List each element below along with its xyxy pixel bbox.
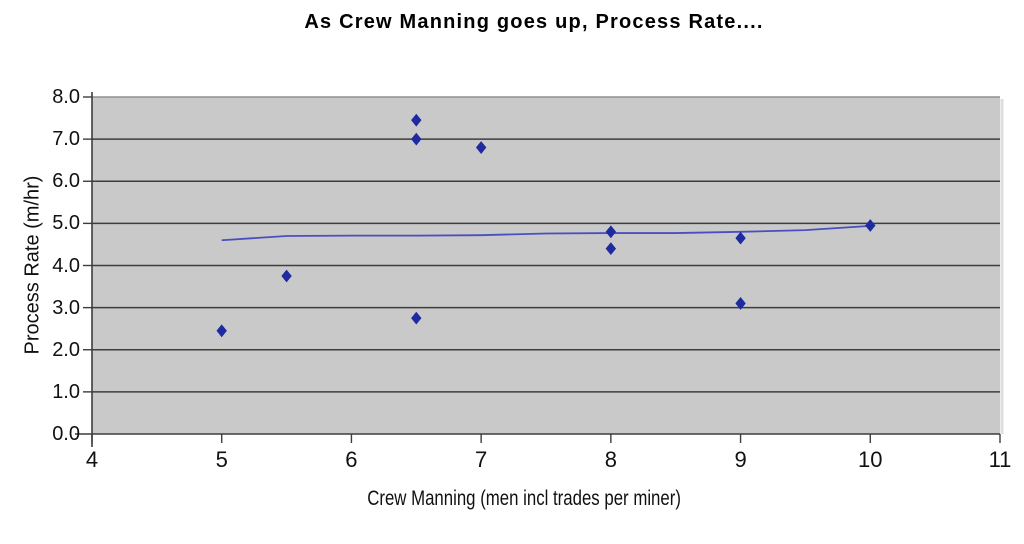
y-tick-label: 6.0 <box>52 170 80 193</box>
x-tick-label: 11 <box>988 447 1012 472</box>
y-tick-label: 2.0 <box>52 338 80 361</box>
y-tick-label: 8.0 <box>52 86 80 108</box>
data-point-diamond-icon <box>475 141 487 154</box>
data-point-diamond-icon <box>411 311 422 325</box>
y-tick-label: 1.0 <box>52 380 80 403</box>
x-tick-label: 6 <box>345 447 358 472</box>
y-tick-label: 4.0 <box>52 254 80 277</box>
y-tick-label: 7.0 <box>52 128 80 151</box>
data-point-diamond-icon <box>605 225 617 239</box>
x-tick-label: 4 <box>85 447 99 472</box>
data-point-diamond-icon <box>411 132 422 146</box>
y-tick-label: 3.0 <box>52 296 80 319</box>
x-axis-title: Crew Manning (men incl trades per miner) <box>70 487 978 511</box>
data-point-diamond-icon <box>411 113 422 127</box>
x-tick-label: 7 <box>475 447 488 472</box>
data-point-diamond-icon <box>216 324 227 338</box>
x-tick-label: 8 <box>604 447 617 472</box>
data-point-diamond-icon <box>281 269 292 283</box>
data-point-diamond-icon <box>605 242 617 256</box>
x-tick-label: 5 <box>215 447 228 472</box>
y-tick-label: 5.0 <box>52 212 80 235</box>
data-point-diamond-icon <box>865 219 876 232</box>
data-point-diamond-icon <box>735 231 746 245</box>
y-tick-label: 0.0 <box>52 423 80 445</box>
x-tick-label: 10 <box>858 447 883 472</box>
x-tick-label: 9 <box>734 447 747 472</box>
x-axis-title-text: Crew Manning (men incl trades per miner) <box>367 487 681 510</box>
chart-title: As Crew Manning goes up, Process Rate...… <box>304 11 764 33</box>
data-point-diamond-icon <box>735 297 746 310</box>
trend-line <box>221 225 871 242</box>
